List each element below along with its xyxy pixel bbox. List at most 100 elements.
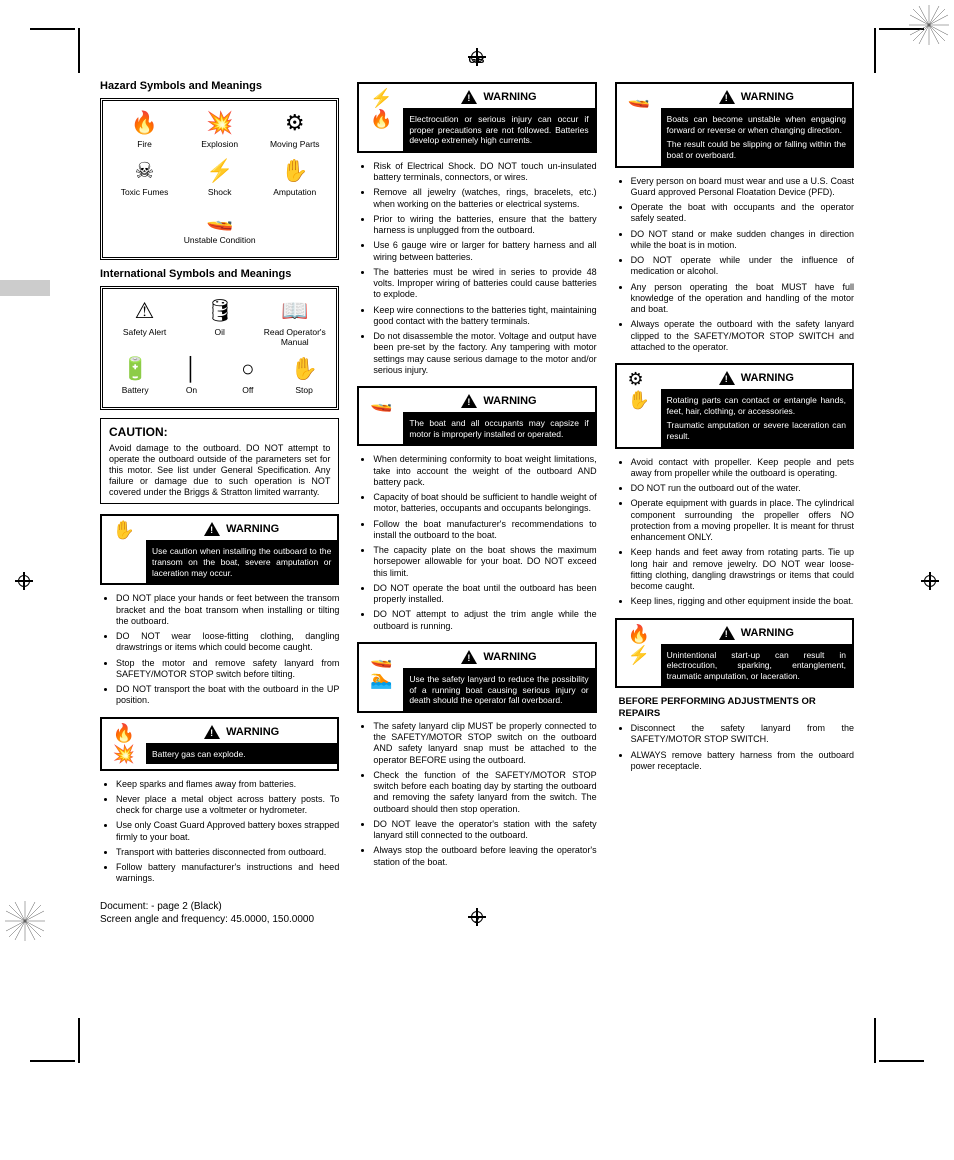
register-target-icon xyxy=(468,908,486,926)
list-item: Always stop the outboard before leaving … xyxy=(373,845,596,868)
warning-body: Use caution when installing the outboard… xyxy=(146,541,337,583)
list-item: Transport with batteries disconnected fr… xyxy=(116,847,339,858)
warn3-bullets: Risk of Electrical Shock. DO NOT touch u… xyxy=(357,161,596,376)
warning-label: WARNING xyxy=(226,523,279,535)
page-tab xyxy=(0,280,50,296)
alert-triangle-icon xyxy=(719,626,735,640)
unstable-overboard-icon: 🚤🏊 xyxy=(359,644,403,711)
register-target-icon xyxy=(921,572,939,590)
symbol-shock: ⚡Shock xyxy=(182,155,256,203)
symbol-fire: 🔥Fire xyxy=(107,107,181,155)
list-item: The safety lanyard clip MUST be properly… xyxy=(373,721,596,766)
warning-body: Unintentional start-up can result in ele… xyxy=(661,645,852,687)
warning-electrocution: ⚡🔥 WARNING Electrocution or serious inju… xyxy=(357,82,596,153)
alert-triangle-icon xyxy=(461,394,477,408)
list-item: Keep wire connections to the batteries t… xyxy=(373,305,596,328)
crop-mark xyxy=(78,28,80,73)
caution-box: CAUTION: Avoid damage to the outboard. D… xyxy=(100,418,339,504)
warning-lanyard: 🚤🏊 WARNING Use the safety lanyard to red… xyxy=(357,642,596,713)
register-target-icon xyxy=(468,48,486,66)
warning-body: Boats can become unstable when engaging … xyxy=(661,109,852,166)
alert-triangle-icon xyxy=(719,90,735,104)
list-item: DO NOT place your hands or feet between … xyxy=(116,593,339,627)
list-item: Risk of Electrical Shock. DO NOT touch u… xyxy=(373,161,596,184)
symbol-safety-alert: ⚠Safety Alert xyxy=(107,295,181,353)
crop-mark xyxy=(78,1018,80,1063)
warn7-bullets: Avoid contact with propeller. Keep peopl… xyxy=(615,457,854,608)
list-item: Always operate the outboard with the saf… xyxy=(631,319,854,353)
list-item: DO NOT transport the boat with the outbo… xyxy=(116,684,339,707)
alert-triangle-icon xyxy=(461,90,477,104)
list-item: The capacity plate on the boat shows the… xyxy=(373,545,596,579)
content-columns: Hazard Symbols and Meanings 🔥Fire 💥Explo… xyxy=(0,76,954,895)
alert-triangle-icon xyxy=(719,371,735,385)
list-item: DO NOT wear loose-fitting clothing, dang… xyxy=(116,631,339,654)
amputation-icon: ✋ xyxy=(102,516,146,583)
crop-mark xyxy=(30,28,75,30)
list-item: Stop the motor and remove safety lanyard… xyxy=(116,658,339,681)
list-item: DO NOT operate the boat until the outboa… xyxy=(373,583,596,606)
warn5-bullets: The safety lanyard clip MUST be properly… xyxy=(357,721,596,868)
warn6-bullets: Every person on board must wear and use … xyxy=(615,176,854,354)
list-item: Follow the boat manufacturer's recommend… xyxy=(373,519,596,542)
warning-body: Electrocution or serious injury can occu… xyxy=(403,109,594,151)
list-item: Keep sparks and flames away from batteri… xyxy=(116,779,339,790)
list-item: DO NOT stand or make sudden changes in d… xyxy=(631,229,854,252)
list-item: Capacity of boat should be sufficient to… xyxy=(373,492,596,515)
symbol-oil: 🛢Oil xyxy=(182,295,256,353)
list-item: Operate the boat with occupants and the … xyxy=(631,202,854,225)
warning-label: WARNING xyxy=(741,91,794,103)
column-1: Hazard Symbols and Meanings 🔥Fire 💥Explo… xyxy=(100,76,339,895)
warn4-bullets: When determining conformity to boat weig… xyxy=(357,454,596,632)
warn8-bullets: Disconnect the safety lanyard from the S… xyxy=(615,723,854,772)
unstable-icon: 🚤 xyxy=(359,388,403,444)
warn1-bullets: DO NOT place your hands or feet between … xyxy=(100,593,339,706)
list-item: Avoid contact with propeller. Keep peopl… xyxy=(631,457,854,480)
warning-startup: 🔥⚡ WARNING Unintentional start-up can re… xyxy=(615,618,854,689)
unstable-icon: 🚤 xyxy=(617,84,661,166)
symbol-battery: 🔋Battery xyxy=(107,353,163,401)
register-target-icon xyxy=(15,572,33,590)
symbol-stop: ✋Stop xyxy=(276,353,332,401)
crop-mark xyxy=(874,28,876,73)
starburst-icon xyxy=(5,901,45,941)
warning-body: Battery gas can explode. xyxy=(146,744,337,765)
warning-label: WARNING xyxy=(483,651,536,663)
warning-label: WARNING xyxy=(483,395,536,407)
list-item: Remove all jewelry (watches, rings, brac… xyxy=(373,187,596,210)
list-item: Any person operating the boat MUST have … xyxy=(631,282,854,316)
list-item: DO NOT attempt to adjust the trim angle … xyxy=(373,609,596,632)
symbol-manual: 📖Read Operator's Manual xyxy=(258,295,332,353)
before-repairs-heading: BEFORE PERFORMING ADJUSTMENTS OR REPAIRS xyxy=(619,696,854,719)
list-item: DO NOT operate while under the influence… xyxy=(631,255,854,278)
symbol-on: │On xyxy=(163,353,219,401)
intl-heading: International Symbols and Meanings xyxy=(100,268,339,280)
crop-mark xyxy=(30,1060,75,1062)
warning-install: ✋ WARNING Use caution when installing th… xyxy=(100,514,339,585)
symbol-amputation: ✋Amputation xyxy=(258,155,332,203)
starburst-icon xyxy=(909,5,949,45)
intl-symbol-box: ⚠Safety Alert 🛢Oil 📖Read Operator's Manu… xyxy=(100,286,339,410)
list-item: ALWAYS remove battery harness from the o… xyxy=(631,750,854,773)
warning-rotating: ⚙✋ WARNING Rotating parts can contact or… xyxy=(615,363,854,449)
warn2-bullets: Keep sparks and flames away from batteri… xyxy=(100,779,339,885)
list-item: Never place a metal object across batter… xyxy=(116,794,339,817)
list-item: Check the function of the SAFETY/MOTOR S… xyxy=(373,770,596,815)
alert-triangle-icon xyxy=(461,650,477,664)
shock-fire-icon: ⚡🔥 xyxy=(359,84,403,151)
warning-body: Use the safety lanyard to reduce the pos… xyxy=(403,669,594,711)
fire-explosion-icon: 🔥💥 xyxy=(102,719,146,769)
symbol-explosion: 💥Explosion xyxy=(182,107,256,155)
list-item: Every person on board must wear and use … xyxy=(631,176,854,199)
list-item: Use 6 gauge wire or larger for battery h… xyxy=(373,240,596,263)
warning-body: Rotating parts can contact or entangle h… xyxy=(661,390,852,447)
list-item: Keep lines, rigging and other equipment … xyxy=(631,596,854,607)
list-item: Use only Coast Guard Approved battery bo… xyxy=(116,820,339,843)
hazard-heading: Hazard Symbols and Meanings xyxy=(100,80,339,92)
column-2: ⚡🔥 WARNING Electrocution or serious inju… xyxy=(357,76,596,895)
footer-docinfo: Document: - page 2 (Black) Screen angle … xyxy=(100,900,314,926)
warning-label: WARNING xyxy=(741,372,794,384)
list-item: When determining conformity to boat weig… xyxy=(373,454,596,488)
list-item: Operate equipment with guards in place. … xyxy=(631,498,854,543)
hazard-symbol-box: 🔥Fire 💥Explosion ⚙Moving Parts ☠Toxic Fu… xyxy=(100,98,339,260)
